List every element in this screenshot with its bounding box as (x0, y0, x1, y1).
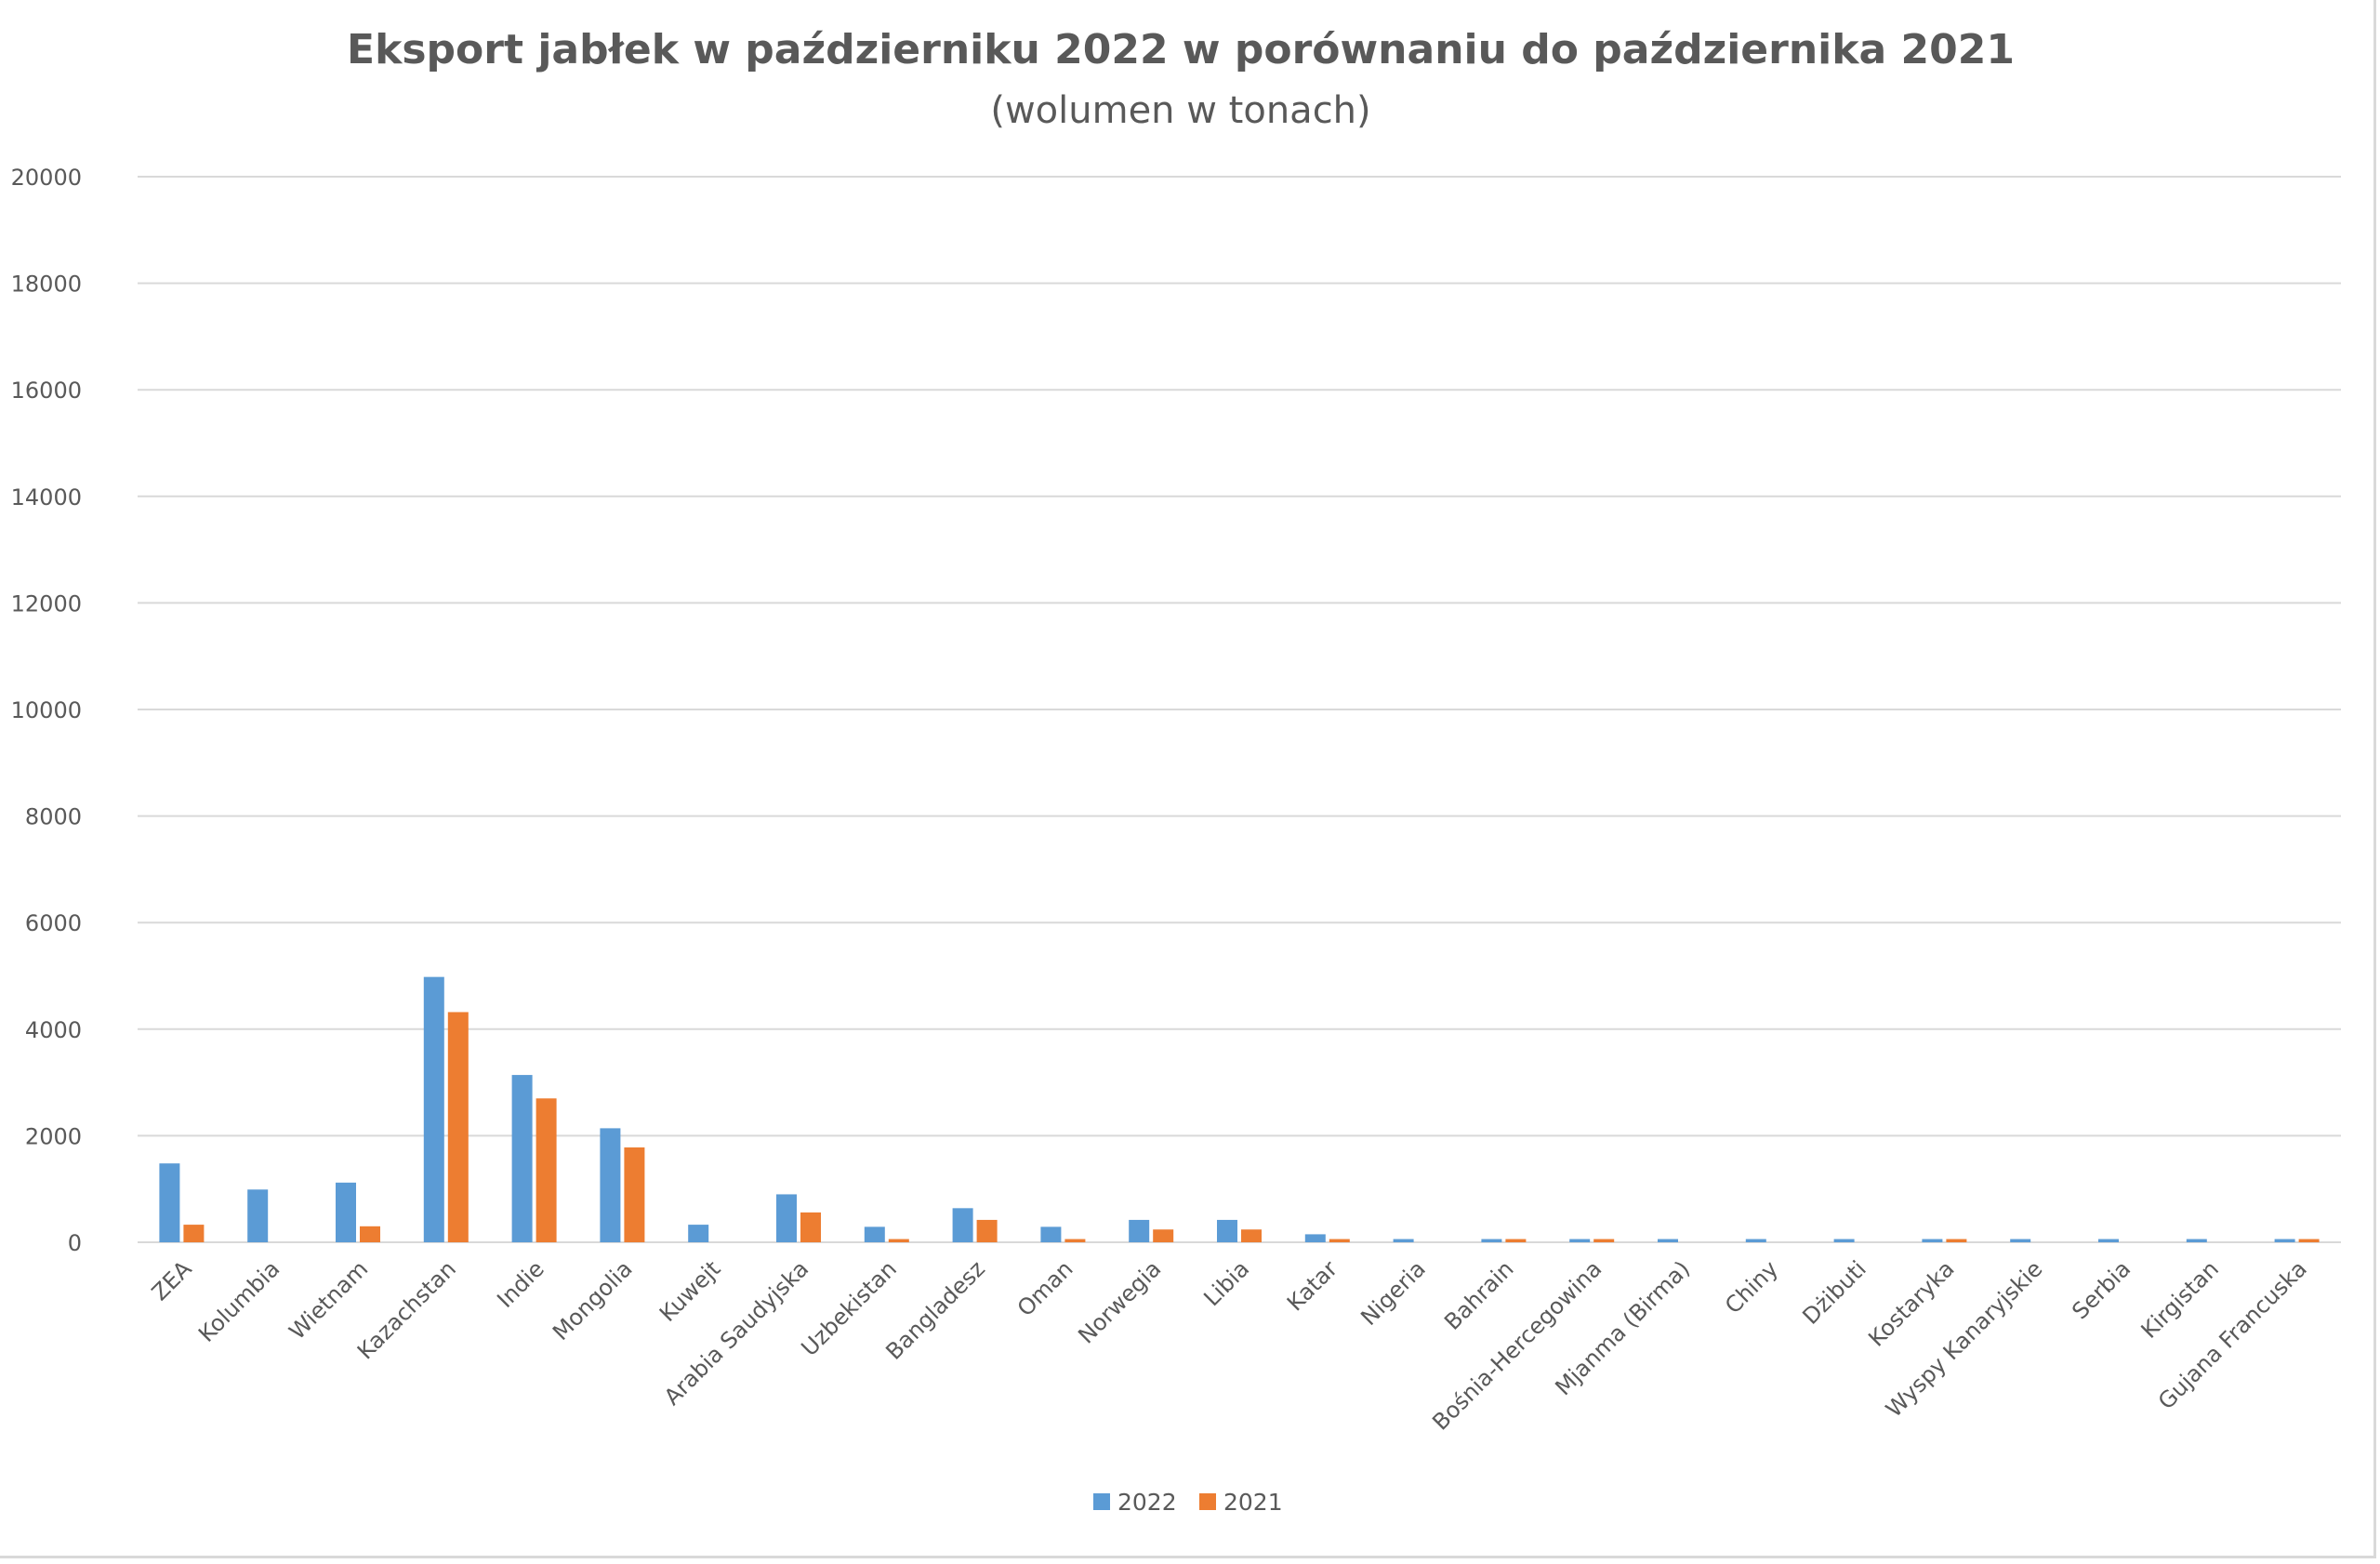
x-tick-label: Norwegia (1073, 1255, 1166, 1348)
bar-2021-2 (360, 1226, 380, 1242)
bar-2021-4 (536, 1098, 557, 1242)
bar-2022-24 (2274, 1239, 2295, 1242)
bar-2021-12 (1241, 1229, 1262, 1242)
bar-2021-16 (1593, 1239, 1615, 1242)
x-tick-label: Kirgistan (2136, 1255, 2224, 1343)
legend-label-2022: 2022 (1117, 1489, 1177, 1516)
bar-2022-7 (776, 1194, 797, 1242)
bar-2022-5 (600, 1128, 621, 1242)
bar-2022-0 (159, 1163, 180, 1242)
bar-2022-2 (336, 1182, 356, 1242)
y-tick-label: 4000 (25, 1017, 82, 1043)
bar-2022-19 (1833, 1239, 1855, 1242)
x-tick-label: Serbia (2067, 1255, 2135, 1324)
bar-2022-20 (1922, 1239, 1943, 1242)
y-tick-label: 18000 (11, 272, 82, 298)
x-tick-label: Dżibuti (1797, 1255, 1871, 1329)
bar-2022-22 (2098, 1239, 2119, 1242)
bar-2021-9 (976, 1219, 998, 1242)
bars (159, 976, 2320, 1242)
grid-layer (138, 176, 2341, 1243)
y-tick-label: 0 (68, 1230, 82, 1256)
bar-2021-13 (1329, 1239, 1350, 1242)
bar-2021-3 (447, 1012, 469, 1242)
bar-2021-8 (888, 1239, 909, 1242)
x-tick-label: Kostaryka (1863, 1255, 1959, 1351)
y-tick-label: 6000 (25, 910, 82, 936)
bar-2022-6 (688, 1225, 709, 1242)
legend-swatch-2021 (1199, 1493, 1216, 1510)
legend-swatch-2022 (1093, 1493, 1110, 1510)
bar-2022-8 (864, 1226, 885, 1242)
bar-2022-15 (1481, 1239, 1502, 1242)
bar-2021-5 (624, 1147, 645, 1242)
bar-2022-18 (1745, 1239, 1766, 1242)
bar-2022-9 (952, 1208, 973, 1242)
bar-2021-0 (183, 1225, 205, 1242)
x-tick-label: Wietnam (284, 1255, 374, 1345)
x-tick-label: Bahrain (1439, 1255, 1518, 1334)
x-tick-label: Kuwejt (654, 1255, 726, 1327)
bar-2021-10 (1064, 1239, 1086, 1242)
y-axis-ticks: 0 2000 4000 6000 8000 10000 12000 14000 16000 180… (11, 165, 82, 1256)
chart-title: Eksport jabłek w październiku 2022 w por… (347, 26, 2015, 73)
bar-2022-1 (247, 1189, 269, 1242)
x-tick-label: Kolumbia (193, 1255, 284, 1346)
bar-2021-20 (1946, 1239, 1967, 1242)
y-tick-label: 10000 (11, 697, 82, 723)
x-tick-label: ZEA (147, 1255, 197, 1306)
bar-2022-21 (2010, 1239, 2031, 1242)
bar-2021-7 (800, 1212, 821, 1242)
y-tick-label: 16000 (11, 378, 82, 404)
x-tick-label: Oman (1012, 1255, 1078, 1321)
bar-2021-11 (1153, 1229, 1174, 1242)
bar-2022-10 (1040, 1226, 1062, 1242)
bar-2022-14 (1393, 1239, 1414, 1242)
bar-2021-15 (1505, 1239, 1527, 1242)
chart-subtitle: (wolumen w tonach) (990, 89, 1370, 132)
bar-2021-24 (2298, 1239, 2320, 1242)
y-tick-label: 12000 (11, 590, 82, 616)
x-tick-label: Wyspy Kanaryjskie (1881, 1255, 2047, 1422)
bar-2022-23 (2186, 1239, 2207, 1242)
x-tick-label: Mongolia (548, 1255, 638, 1345)
x-tick-label: Chiny (1720, 1255, 1783, 1319)
bar-2022-16 (1569, 1239, 1591, 1242)
x-tick-label: Arabia Saudyjska (659, 1255, 813, 1410)
bar-2022-12 (1217, 1219, 1237, 1242)
x-tick-label: Libia (1198, 1255, 1254, 1311)
y-tick-label: 20000 (11, 165, 82, 191)
bar-2022-3 (423, 976, 444, 1242)
x-tick-label: Indie (492, 1255, 549, 1312)
x-tick-label: Gujana Francuska (2153, 1255, 2312, 1414)
legend-label-2021: 2021 (1223, 1489, 1283, 1516)
legend: 2022 2021 (1093, 1489, 1283, 1516)
bar-2022-11 (1129, 1219, 1150, 1242)
y-tick-label: 14000 (11, 484, 82, 510)
x-tick-label: Katar (1282, 1255, 1342, 1316)
x-tick-label: Nigeria (1355, 1255, 1431, 1331)
y-tick-label: 8000 (25, 804, 82, 830)
bar-2022-17 (1658, 1239, 1678, 1242)
bar-2022-13 (1304, 1234, 1326, 1242)
bar-2022-4 (511, 1075, 533, 1242)
x-tick-label: Bośnia-Hercegowina (1427, 1255, 1606, 1435)
y-tick-label: 2000 (25, 1123, 82, 1149)
